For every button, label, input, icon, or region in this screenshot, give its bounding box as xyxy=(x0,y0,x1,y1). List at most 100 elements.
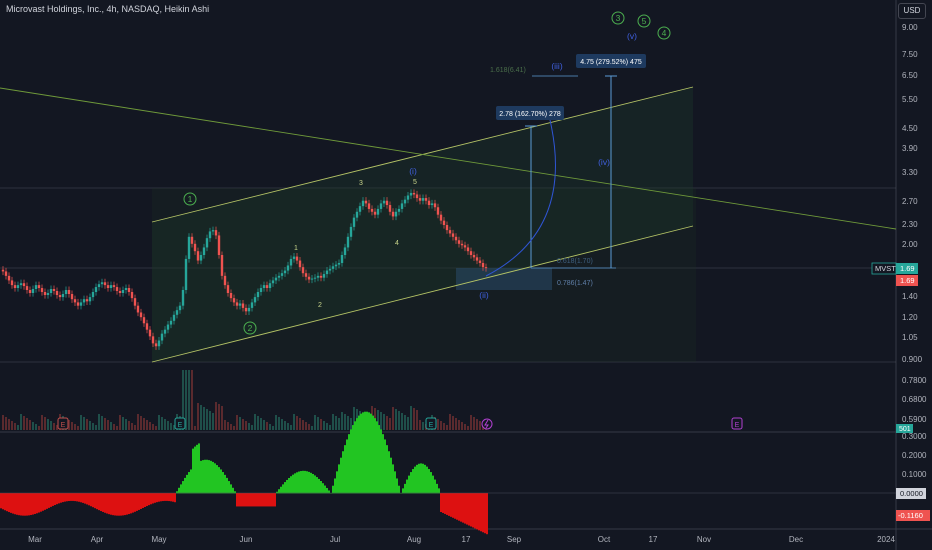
oscillator-bar xyxy=(456,493,458,520)
candle-body xyxy=(301,267,305,274)
oscillator-bar xyxy=(394,471,396,494)
wave-4-circle-ring xyxy=(657,26,671,40)
wave-3-circle-ring xyxy=(611,11,625,25)
candle-body xyxy=(430,203,434,206)
candle-body xyxy=(460,243,464,246)
oscillator-bar xyxy=(126,493,128,515)
trend-line xyxy=(0,87,897,230)
candle-body xyxy=(265,285,269,289)
oscillator-bar xyxy=(308,471,310,494)
volume-bar xyxy=(380,412,382,430)
candle-body xyxy=(295,256,299,261)
candle-body xyxy=(262,285,266,289)
oscillator-bar xyxy=(128,493,130,515)
candle-body xyxy=(49,289,53,293)
oscillator-bar xyxy=(54,493,56,506)
oscillator-bar xyxy=(272,493,274,507)
oscillator-bar xyxy=(364,411,366,494)
earnings-marker-label: E xyxy=(735,422,740,429)
candle-body xyxy=(160,333,164,341)
oscillator-bar xyxy=(396,478,398,494)
oscillator-bar xyxy=(470,493,472,527)
time-tick: Aug xyxy=(407,535,421,544)
price-tick: 1.05 xyxy=(902,333,918,342)
oscillator-bar xyxy=(356,418,358,494)
oscillator-bar xyxy=(74,493,76,502)
candle-body xyxy=(235,302,239,306)
volume-bar xyxy=(5,417,7,430)
candle-body xyxy=(388,205,392,212)
oscillator-bar xyxy=(422,463,424,494)
wave-1-circle-ring xyxy=(183,192,197,206)
oscillator-bar xyxy=(338,464,340,494)
volume-bar xyxy=(83,417,85,430)
oscillator-bar xyxy=(134,493,136,512)
candle-body xyxy=(238,303,242,306)
oscillator-bar xyxy=(264,493,266,507)
volume-bar xyxy=(284,421,286,430)
lightning-icon-bolt xyxy=(484,419,489,429)
volume-bar xyxy=(194,426,196,430)
volume-bar xyxy=(149,422,151,430)
volume-bar xyxy=(32,422,34,430)
candle-body xyxy=(286,265,290,271)
oscillator-bar xyxy=(380,429,382,494)
volume-bar xyxy=(122,417,124,430)
candle-body xyxy=(247,307,251,312)
wave-1-circle: 1 xyxy=(188,194,193,204)
oscillator-bar xyxy=(346,439,348,494)
oscillator-bar xyxy=(98,493,100,511)
volume-bar xyxy=(377,410,379,430)
volume-bar xyxy=(440,421,442,430)
oscillator-bar xyxy=(36,493,38,514)
oscillator-bar xyxy=(18,493,20,516)
oscillator-bar xyxy=(418,463,420,494)
volume-bar xyxy=(419,420,421,430)
currency-button[interactable]: USD xyxy=(898,3,926,19)
candle-body xyxy=(106,285,110,289)
candle-body xyxy=(22,283,26,287)
oscillator-bar xyxy=(138,493,140,510)
oscillator-bar xyxy=(4,493,6,511)
oscillator-bar xyxy=(432,475,434,494)
candle-body xyxy=(394,211,398,217)
oscillator-bar xyxy=(188,472,190,494)
oscillator-bar xyxy=(184,477,186,494)
candle-body xyxy=(202,247,206,256)
oscillator-bar xyxy=(232,487,234,494)
oscillator-bar xyxy=(48,493,50,508)
candle-body xyxy=(466,247,470,252)
candle-body xyxy=(484,267,488,269)
oscillator-bar xyxy=(324,485,326,494)
candle-body xyxy=(190,236,194,244)
candle-body xyxy=(367,203,371,209)
oscillator-bar xyxy=(446,493,448,515)
oscillator-bar xyxy=(292,474,294,494)
candle-body xyxy=(412,192,416,195)
oscillator-bar xyxy=(278,489,280,494)
oscillator-bar xyxy=(42,493,44,511)
candle-body xyxy=(346,236,350,248)
oscillator-bar xyxy=(440,493,442,512)
volume-bar xyxy=(77,426,79,430)
candle-body xyxy=(325,270,329,275)
oscillator-bar xyxy=(482,493,484,533)
candle-body xyxy=(292,256,296,259)
candle-body xyxy=(385,200,389,206)
candle-body xyxy=(463,245,467,248)
candle-body xyxy=(364,200,368,204)
oscillator-bar xyxy=(176,491,178,494)
volume-bar xyxy=(80,415,82,430)
volume-bar xyxy=(200,405,202,430)
range-fill xyxy=(152,188,696,362)
candle-body xyxy=(142,317,146,324)
price-tick: 5.50 xyxy=(902,95,918,104)
channel-fill xyxy=(152,87,693,362)
volume-bar xyxy=(416,410,418,430)
earnings-marker xyxy=(731,417,743,430)
oscillator-bar xyxy=(410,472,412,494)
price-tick: 4.50 xyxy=(902,124,918,133)
wave-i-label: (i) xyxy=(409,166,417,176)
volume-bar xyxy=(317,417,319,430)
